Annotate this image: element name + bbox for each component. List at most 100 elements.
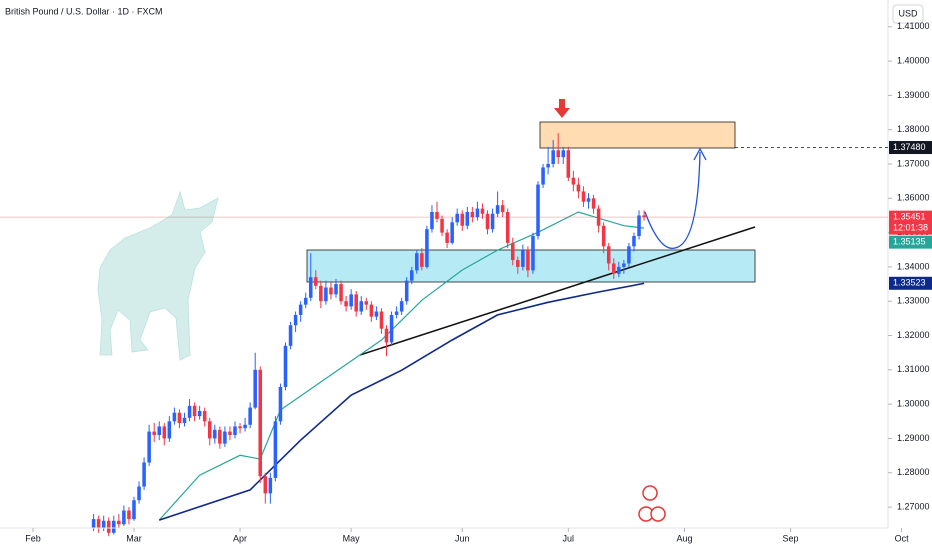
candle-body — [96, 519, 101, 528]
candle-body — [197, 411, 202, 417]
candle-body — [369, 304, 374, 317]
drawings — [97, 99, 756, 522]
candle-body — [192, 405, 197, 417]
moving-average — [158, 211, 645, 521]
candle-body — [546, 163, 550, 168]
down-arrow — [559, 99, 565, 109]
candle-body — [531, 236, 535, 271]
x-tick-label: Oct — [895, 533, 910, 543]
candle-body — [505, 212, 510, 243]
candle-body — [339, 284, 343, 302]
candle-body — [288, 325, 293, 346]
candle-body — [182, 417, 187, 424]
candle-body — [334, 284, 338, 295]
support-zone — [306, 249, 756, 283]
resistance-zone — [539, 121, 736, 149]
candle-body — [319, 285, 323, 302]
candle-body — [495, 205, 500, 214]
chart-title: British Pound / U.S. Dollar · 1D · FXCM — [5, 6, 163, 16]
candle-body — [561, 150, 566, 158]
candle-body — [122, 510, 126, 525]
currency-label: USD — [898, 8, 918, 18]
candle-body — [430, 212, 434, 230]
candle-body — [480, 208, 485, 214]
x-tick-label: Sep — [783, 533, 799, 543]
y-tick-label: 1.41000 — [897, 21, 930, 31]
candle-body — [420, 253, 424, 267]
currency-button[interactable] — [892, 4, 924, 24]
candle-body — [329, 287, 333, 295]
candle-body — [268, 477, 273, 494]
candle-body — [167, 421, 172, 439]
candle-body — [218, 429, 222, 444]
candle-body — [354, 294, 358, 312]
candle-body — [157, 426, 162, 436]
candle-body — [581, 191, 586, 202]
candle-body — [601, 225, 606, 247]
candle-body — [298, 304, 303, 315]
candle-body — [228, 431, 232, 436]
candle-body — [172, 412, 177, 422]
x-tick-label: Aug — [676, 533, 692, 543]
candle-body — [485, 213, 490, 230]
candle-body — [293, 314, 298, 326]
candle-body — [470, 212, 475, 218]
candle-body — [404, 280, 409, 302]
candle-body — [596, 208, 601, 226]
candle-body — [516, 260, 520, 267]
candle-body — [273, 421, 278, 478]
candle-body — [455, 213, 459, 223]
countdown: 12:01:38 — [893, 223, 928, 233]
trend-line — [359, 226, 756, 356]
y-tick-label: 1.29000 — [897, 433, 930, 443]
candle-body — [526, 249, 530, 271]
candle-body — [253, 369, 257, 408]
candle-body — [394, 311, 399, 315]
candle-body — [541, 167, 545, 185]
x-tick-label: Feb — [25, 533, 41, 543]
candle-body — [374, 311, 379, 317]
candle-body — [617, 266, 621, 274]
y-tick-label: 1.36000 — [897, 193, 930, 203]
candle-body — [283, 345, 288, 387]
candle-body — [500, 205, 505, 213]
candle-body — [399, 301, 404, 312]
price-label-box — [889, 276, 932, 290]
candle-body — [106, 520, 111, 533]
x-tick-label: Mar — [126, 533, 142, 543]
candle-body — [510, 242, 515, 261]
candle-body — [611, 263, 616, 274]
x-tick-label: Jul — [563, 533, 575, 543]
candle-body — [465, 212, 470, 226]
candle-body — [207, 421, 212, 439]
candle-body — [384, 328, 389, 343]
candle-body — [566, 150, 571, 178]
candle-body — [490, 213, 495, 230]
candle-body — [379, 311, 384, 329]
candle-body — [127, 510, 131, 520]
candle-body — [450, 222, 454, 243]
candle-body — [233, 426, 237, 436]
y-tick-label: 1.32000 — [897, 330, 930, 340]
candle-body — [142, 462, 146, 487]
candle-body — [152, 431, 156, 436]
candle-body — [627, 246, 631, 264]
price-label: 1.37480 — [893, 142, 926, 152]
candle-body — [460, 213, 465, 226]
candle-body — [112, 520, 116, 533]
candle-body — [202, 411, 207, 422]
y-tick-label: 1.31000 — [897, 364, 930, 374]
candle-body — [591, 198, 596, 209]
x-tick-label: Jun — [455, 533, 470, 543]
candle-body — [521, 249, 525, 267]
projection-arrowhead — [693, 147, 707, 161]
price-label: 1.33523 — [893, 278, 926, 288]
candle-body — [243, 424, 247, 429]
candle-body — [263, 476, 268, 494]
candle-body — [91, 519, 96, 528]
candle-body — [475, 208, 480, 218]
candle-body — [137, 486, 141, 501]
candle-body — [606, 246, 611, 264]
candle-body — [303, 297, 308, 305]
